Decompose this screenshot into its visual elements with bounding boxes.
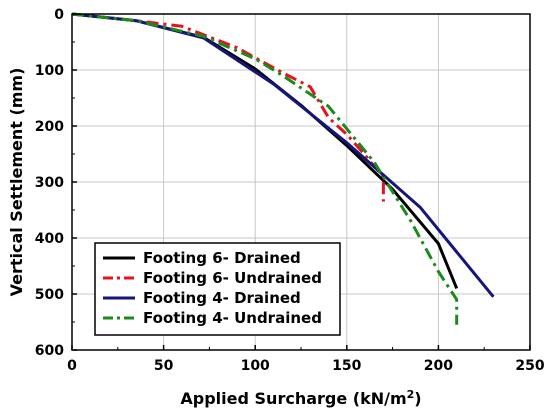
- y-tick-label: 100: [35, 63, 64, 79]
- x-tick-label: 100: [241, 358, 270, 374]
- legend-label: Footing 6- Drained: [143, 249, 301, 267]
- x-tick-label: 250: [515, 358, 544, 374]
- y-tick-label: 200: [35, 119, 64, 135]
- x-tick-label: 150: [332, 358, 361, 374]
- y-tick-label: 600: [35, 343, 64, 359]
- y-tick-label: 400: [35, 231, 64, 247]
- x-axis-label-close: ): [414, 389, 421, 408]
- x-tick-label: 50: [154, 358, 174, 374]
- y-axis-label: Vertical Settlement (mm): [7, 68, 26, 297]
- x-axis-label-superscript: 2: [407, 388, 415, 401]
- axis-ticks: 0 50 100 150 200 250 0 100 200 300 400 500 600: [35, 7, 545, 374]
- x-axis-label: Applied Surcharge (kN/m2): [180, 388, 421, 408]
- series-line-2: [71, 12, 385, 202]
- y-tick-label: 500: [35, 287, 64, 303]
- x-tick-label: 0: [67, 358, 77, 374]
- series-lines: [71, 12, 495, 325]
- legend-label: Footing 4- Undrained: [143, 309, 322, 327]
- y-tick-label: 0: [54, 7, 64, 23]
- legend-label: Footing 6- Undrained: [143, 269, 322, 287]
- y-tick-label: 300: [35, 175, 64, 191]
- legend-label: Footing 4- Drained: [143, 289, 301, 307]
- series-line-4: [71, 12, 459, 325]
- legend: Footing 6- Drained Footing 6- Undrained Fo…: [94, 242, 341, 336]
- x-tick-label: 200: [424, 358, 453, 374]
- legend-box: [94, 242, 341, 336]
